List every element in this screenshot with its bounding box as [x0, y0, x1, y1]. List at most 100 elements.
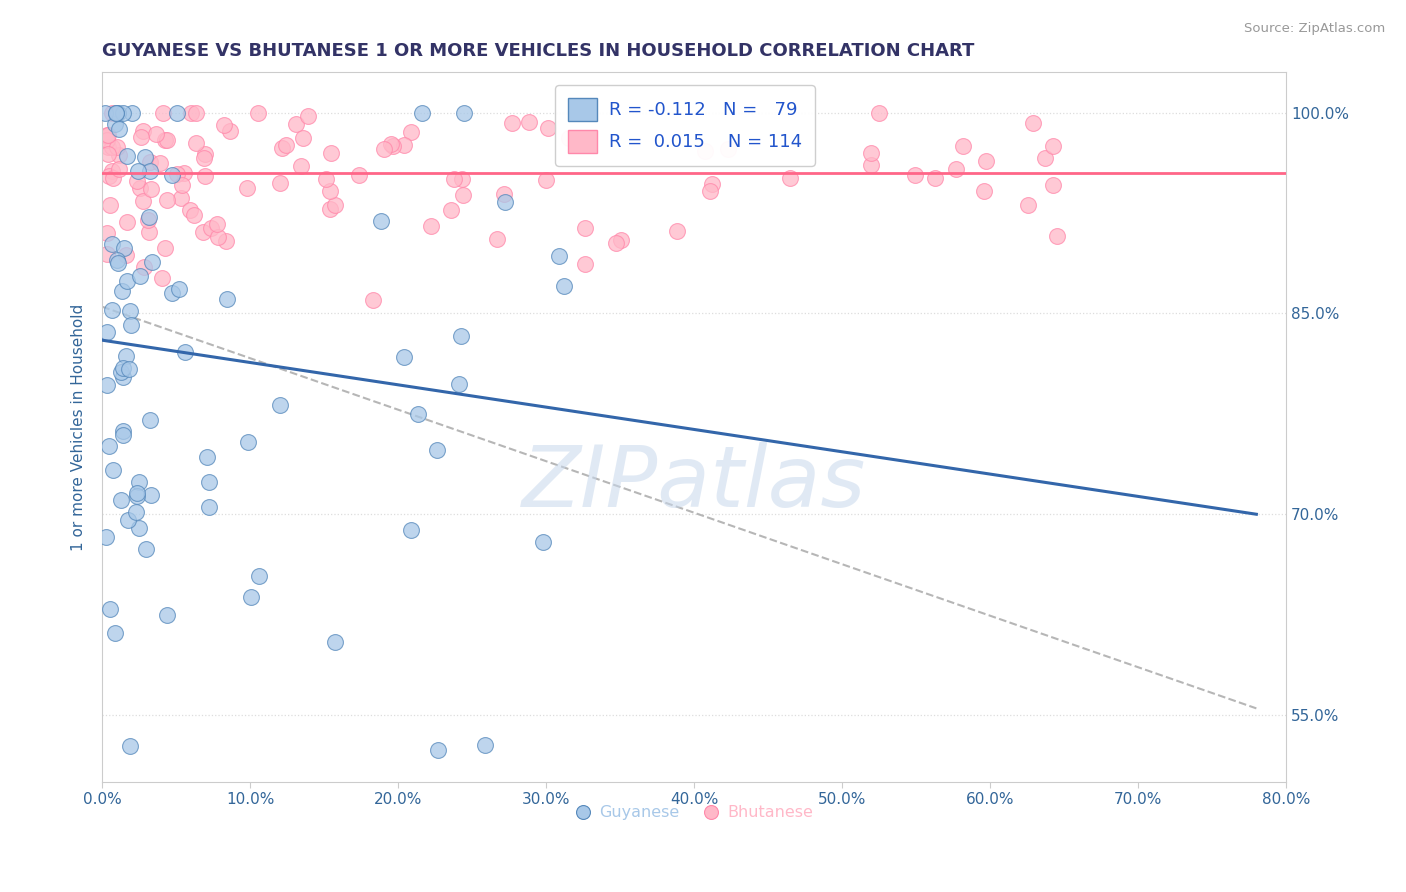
Point	[699, 185, 721, 199]
Point	[702, 177, 724, 191]
Point	[247, 569, 270, 583]
Point	[904, 168, 927, 182]
Point	[325, 634, 347, 648]
Text: Source: ZipAtlas.com: Source: ZipAtlas.com	[1244, 22, 1385, 36]
Point	[238, 434, 260, 449]
Point	[101, 140, 124, 154]
Point	[381, 139, 404, 153]
Point	[924, 171, 946, 186]
Point	[108, 148, 131, 162]
Point	[166, 167, 188, 181]
Point	[291, 131, 314, 145]
Point	[104, 117, 127, 131]
Point	[517, 115, 540, 129]
Point	[205, 217, 228, 231]
Point	[172, 178, 194, 192]
Point	[139, 413, 162, 427]
Point	[501, 116, 523, 130]
Point	[392, 137, 415, 152]
Point	[141, 254, 163, 268]
Point	[120, 739, 142, 754]
Point	[318, 184, 340, 198]
Point	[194, 147, 217, 161]
Point	[132, 124, 155, 138]
Point	[98, 198, 121, 212]
Point	[105, 105, 128, 120]
Point	[401, 523, 423, 537]
Point	[117, 513, 139, 527]
Point	[96, 227, 118, 241]
Point	[180, 105, 202, 120]
Point	[1022, 115, 1045, 129]
Point	[115, 350, 138, 364]
Point	[443, 172, 465, 186]
Point	[120, 303, 142, 318]
Point	[315, 172, 337, 186]
Point	[548, 249, 571, 263]
Point	[717, 142, 740, 156]
Point	[118, 362, 141, 376]
Point	[167, 282, 190, 296]
Point	[105, 139, 128, 153]
Point	[138, 154, 160, 169]
Point	[128, 475, 150, 490]
Point	[184, 105, 207, 120]
Point	[974, 153, 997, 168]
Point	[297, 110, 319, 124]
Point	[111, 370, 134, 384]
Point	[97, 140, 120, 154]
Point	[494, 195, 516, 210]
Point	[1042, 138, 1064, 153]
Point	[97, 169, 120, 184]
Point	[96, 128, 118, 142]
Point	[194, 169, 217, 184]
Point	[166, 105, 188, 120]
Point	[136, 213, 159, 227]
Point	[127, 485, 149, 500]
Point	[486, 232, 509, 246]
Point	[574, 257, 596, 271]
Point	[103, 171, 125, 186]
Point	[105, 105, 128, 120]
Point	[105, 253, 128, 268]
Point	[156, 607, 179, 622]
Point	[115, 248, 138, 262]
Point	[269, 398, 291, 412]
Point	[101, 163, 124, 178]
Point	[156, 193, 179, 207]
Point	[321, 146, 343, 161]
Point	[200, 220, 222, 235]
Point	[162, 168, 184, 182]
Point	[198, 475, 221, 489]
Point	[100, 236, 122, 251]
Point	[179, 203, 201, 218]
Point	[98, 601, 121, 615]
Point	[537, 120, 560, 135]
Point	[952, 139, 974, 153]
Point	[553, 279, 575, 293]
Point	[173, 166, 195, 180]
Point	[96, 133, 118, 147]
Point	[361, 293, 384, 307]
Point	[98, 439, 121, 453]
Point	[290, 159, 312, 173]
Point	[193, 225, 215, 239]
Point	[574, 220, 596, 235]
Point	[96, 378, 118, 392]
Point	[169, 191, 191, 205]
Point	[859, 158, 882, 172]
Point	[107, 256, 129, 270]
Point	[198, 500, 221, 514]
Point	[411, 105, 433, 120]
Point	[101, 105, 124, 120]
Point	[399, 125, 422, 139]
Point	[218, 124, 240, 138]
Point	[112, 241, 135, 255]
Point	[247, 105, 270, 120]
Point	[557, 130, 579, 145]
Point	[138, 164, 160, 178]
Point	[1046, 229, 1069, 244]
Point	[96, 128, 118, 143]
Point	[451, 188, 474, 202]
Point	[110, 365, 132, 379]
